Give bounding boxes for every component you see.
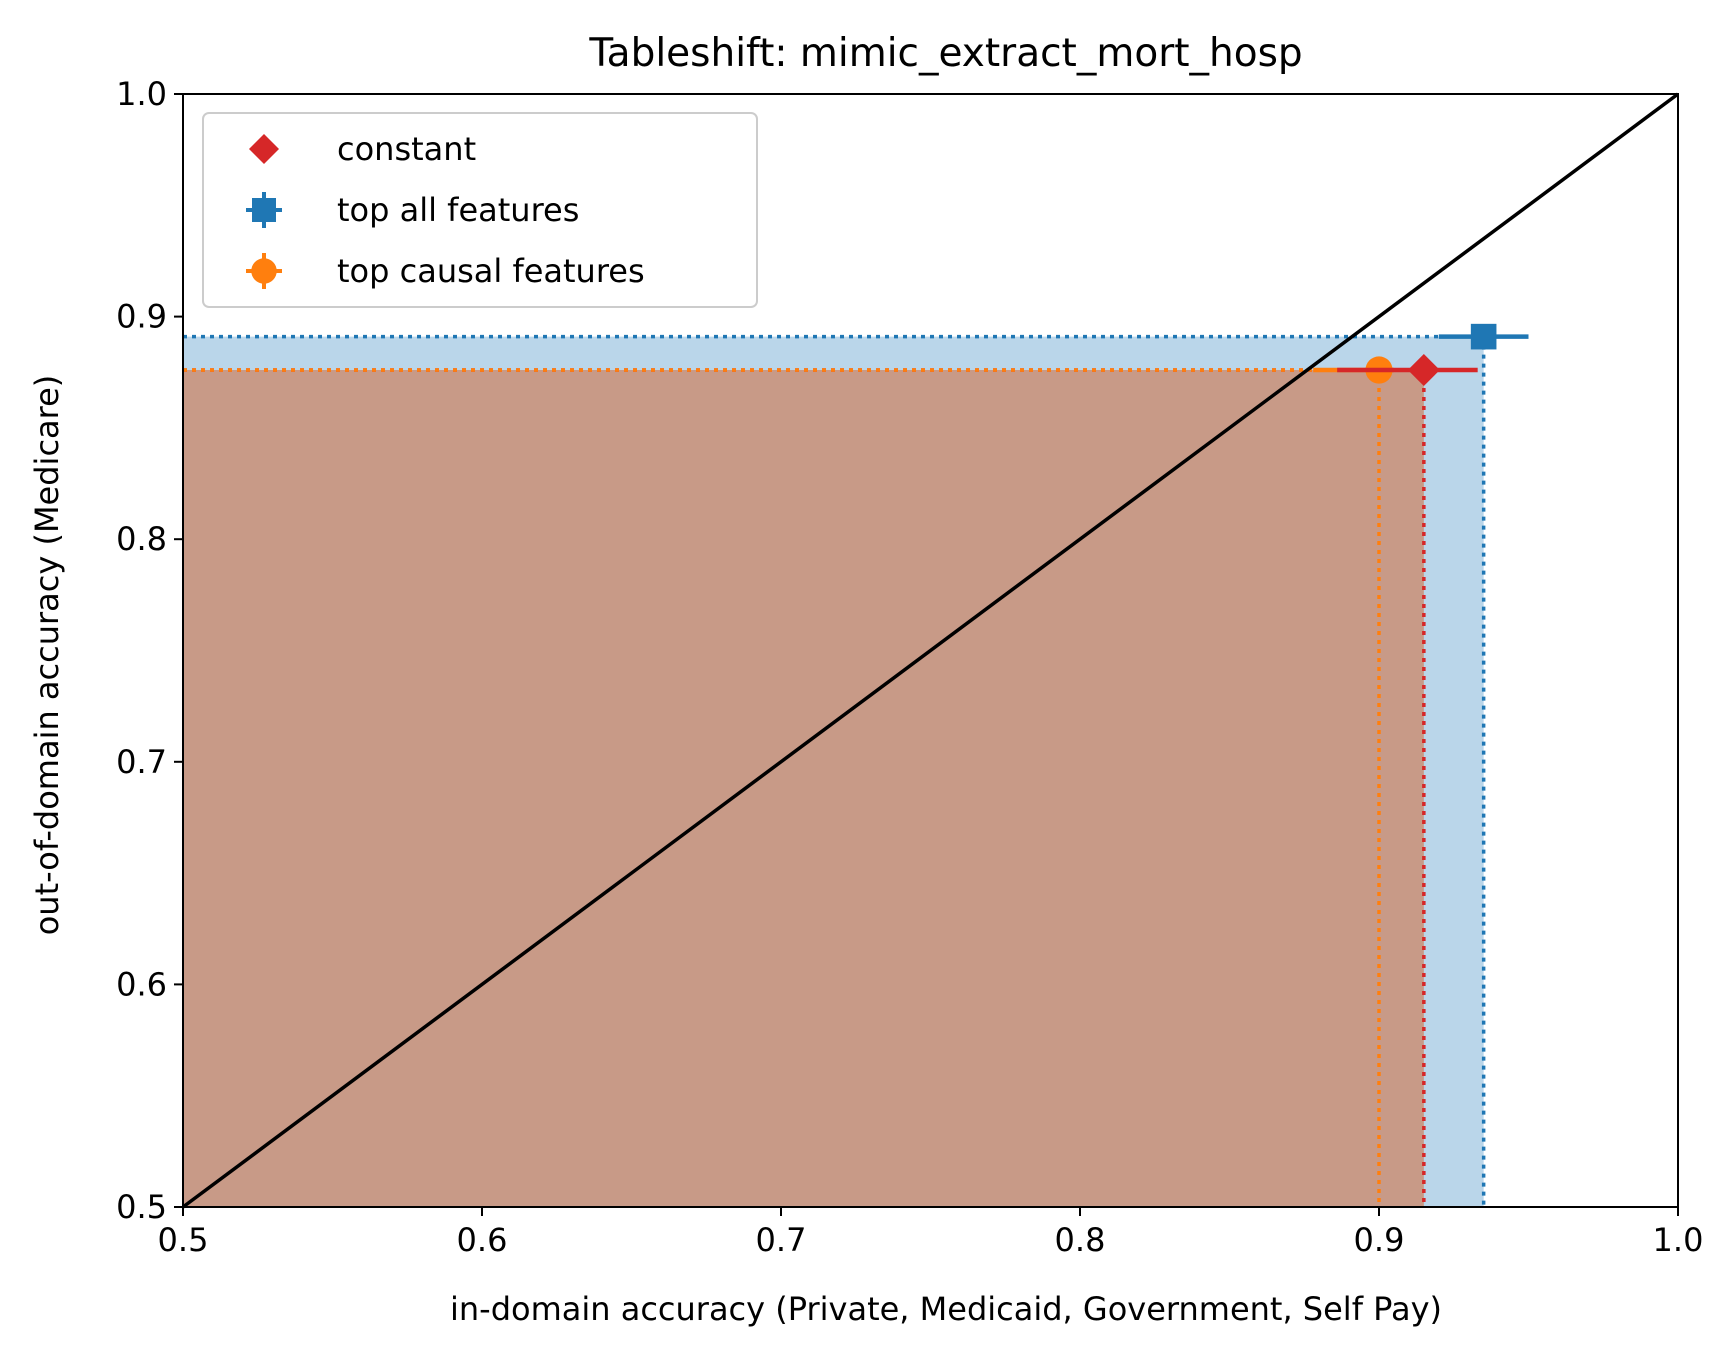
y-tick-label: 0.6	[116, 965, 167, 1003]
shade-region-top-causal-features	[183, 370, 1379, 1207]
axis-ticks: 0.5 0.6 0.7 0.8 0.9 1.0 0.5 0.6 0.7 0.8 0.9 1.0	[116, 75, 1703, 1259]
x-tick-label: 0.9	[1354, 1221, 1405, 1259]
legend-label-constant: constant	[337, 130, 476, 168]
legend-label-top-all-features: top all features	[337, 191, 579, 229]
y-axis-label: out-of-domain accuracy (Medicare)	[28, 375, 66, 936]
legend-markers	[246, 134, 282, 289]
legend-frame	[202, 112, 758, 308]
chart-title: Tableshift: mimic_extract_mort_hosp	[588, 31, 1302, 76]
y-tick-label: 0.7	[116, 743, 167, 781]
legend-marker-top-causal-features	[251, 258, 277, 284]
x-tick-label: 0.6	[457, 1221, 508, 1259]
y-tick-label: 0.5	[116, 1188, 167, 1226]
axes-frame	[182, 93, 1679, 1208]
legend-label-top-causal-features: top causal features	[337, 252, 645, 290]
x-tick-label: 0.7	[756, 1221, 807, 1259]
legend: constant top all features top causal fea…	[202, 112, 758, 308]
legend-marker-constant	[249, 134, 279, 164]
y-tick-label: 0.9	[116, 298, 167, 336]
y-tick-label: 1.0	[116, 75, 167, 113]
diagonal-line	[181, 92, 1680, 1209]
data-point-top-all-features	[1470, 323, 1497, 350]
plot-area	[181, 92, 1680, 1209]
x-tick-label: 1.0	[1653, 1221, 1704, 1259]
data-point-constant	[1407, 354, 1440, 387]
x-tick-label: 0.5	[158, 1221, 209, 1259]
x-tick-label: 0.8	[1055, 1221, 1106, 1259]
y-tick-label: 0.8	[116, 520, 167, 558]
legend-marker-top-all-features	[252, 198, 276, 222]
x-axis-label: in-domain accuracy (Private, Medicaid, G…	[450, 1290, 1442, 1328]
